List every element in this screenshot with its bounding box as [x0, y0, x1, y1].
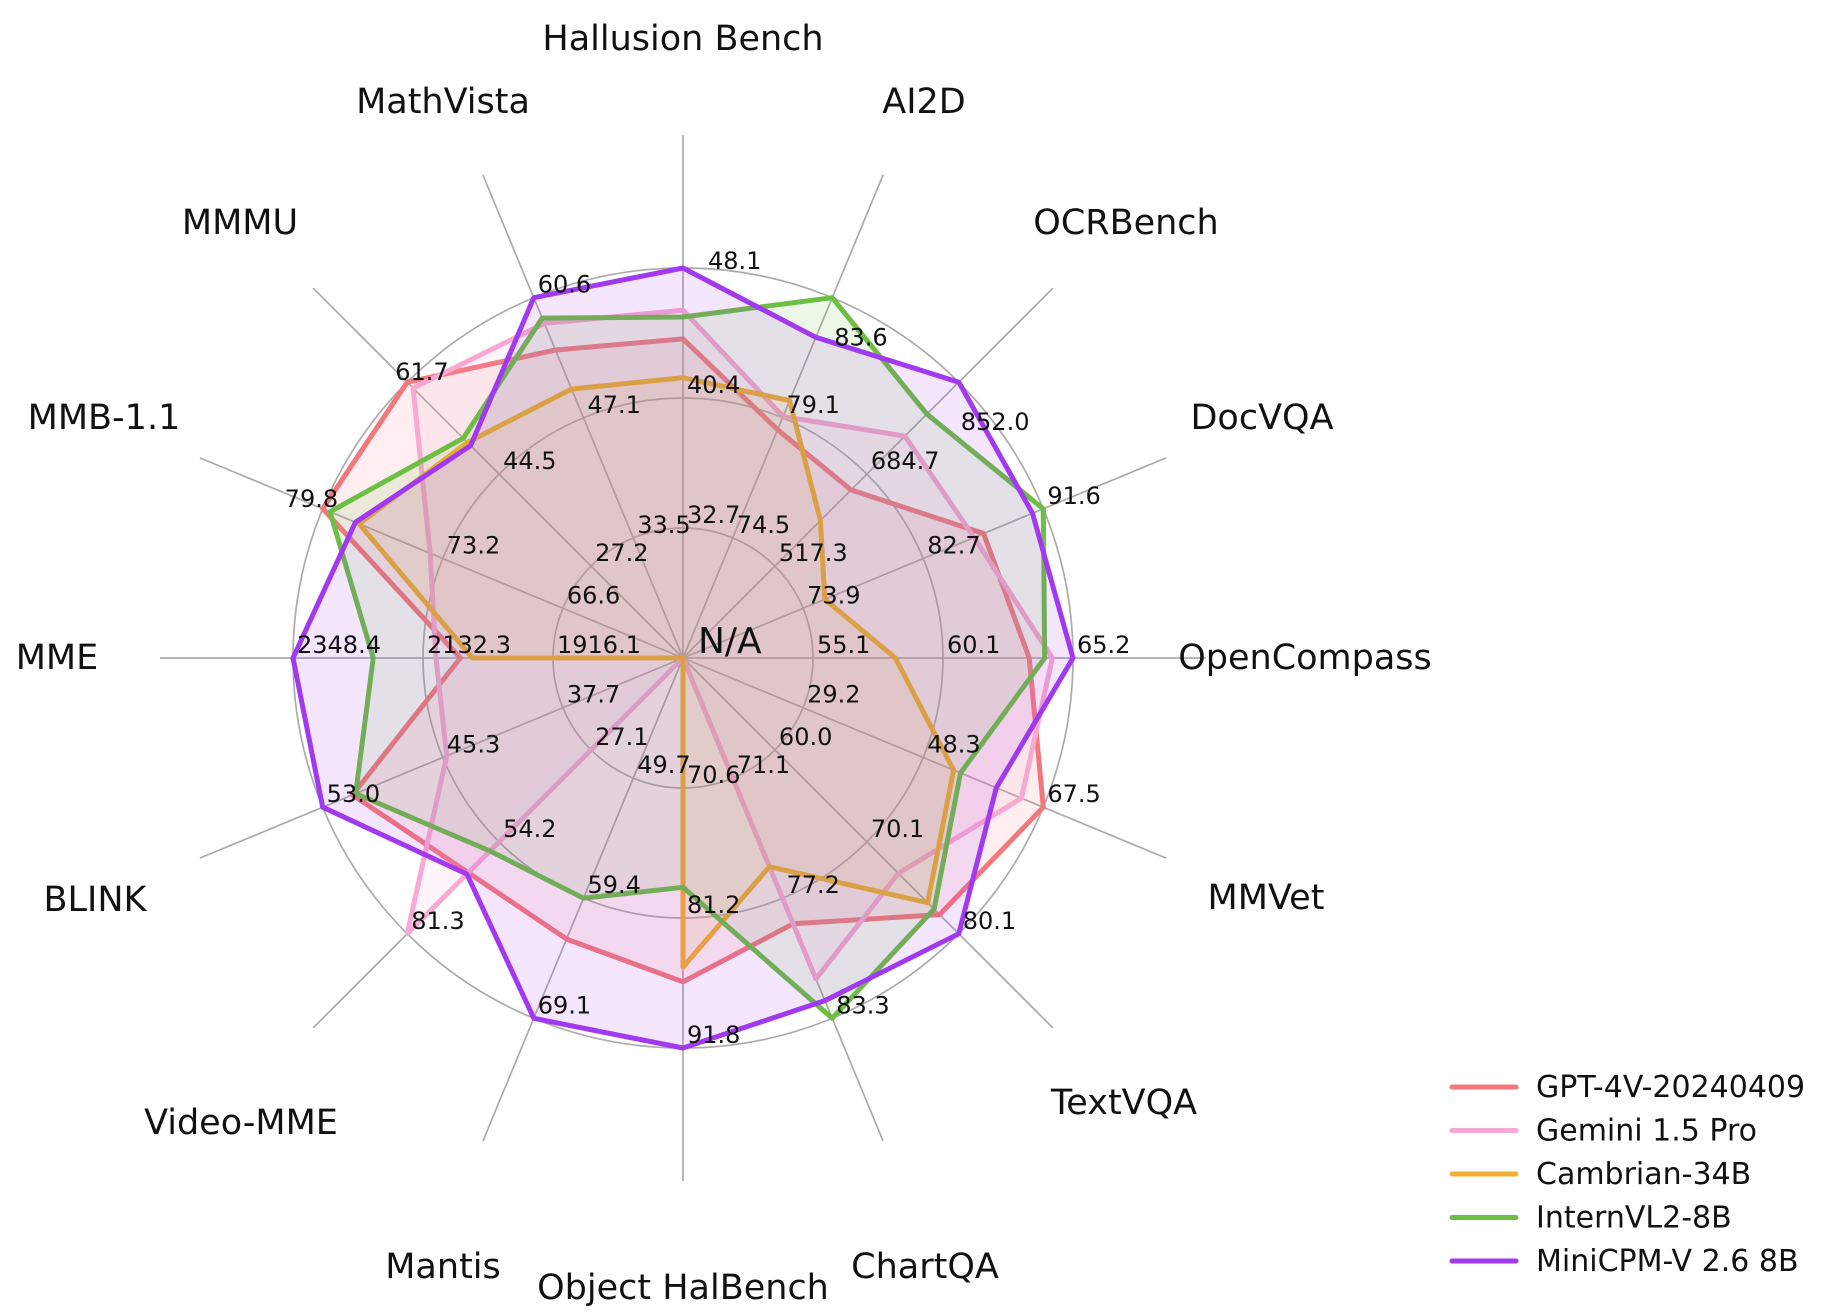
axis-spoke-textvqa — [682, 657, 1054, 1029]
tick-label-hallusion-bench-r3: 48.1 — [708, 247, 761, 275]
center-na-label: N/A — [698, 621, 762, 662]
legend-label-minicpm-v-2-6-8b: MiniCPM-V 2.6 8B — [1536, 1244, 1799, 1279]
tick-label-blink-r3: 53.0 — [327, 780, 380, 808]
tick-label-docvqa-r3: 91.6 — [1047, 482, 1100, 510]
axis-title-mmb-1-1: MMB-1.1 — [28, 398, 181, 438]
axis-spoke-mathvista — [482, 174, 684, 659]
tick-label-mmvet-r2: 48.3 — [927, 730, 980, 758]
tick-label-docvqa-r1: 73.9 — [807, 581, 860, 609]
axis-title-video-mme: Video-MME — [144, 1103, 338, 1143]
tick-label-docvqa-r2: 82.7 — [927, 532, 980, 560]
series-fill-gemini-1-5-pro — [407, 310, 1053, 979]
axis-spoke-mmb-1-1 — [199, 457, 684, 659]
tick-label-object-halbench-r2: 81.2 — [687, 891, 740, 919]
legend-label-gpt-4v-20240409: GPT-4V-20240409 — [1536, 1070, 1805, 1105]
tick-label-mantis-r2: 59.4 — [588, 871, 641, 899]
tick-label-video-mme-r2: 54.2 — [503, 815, 556, 843]
axis-title-mme: MME — [16, 638, 99, 678]
tick-label-mathvista-r2: 47.1 — [588, 391, 641, 419]
axis-title-opencompass: OpenCompass — [1178, 638, 1432, 678]
series-line-gpt-4v-20240409 — [320, 336, 1046, 985]
axis-spoke-mmmu — [312, 287, 684, 659]
axis-title-ai2d: AI2D — [882, 82, 965, 122]
tick-label-mme-r1: 1916.1 — [557, 631, 641, 659]
tick-label-chartqa-r1: 71.1 — [737, 751, 790, 779]
series-fill-cambrian-34b — [359, 377, 954, 968]
tick-label-hallusion-bench-r2: 40.4 — [687, 371, 740, 399]
tick-label-video-mme-r3: 81.3 — [411, 907, 464, 935]
axis-title-textvqa: TextVQA — [1050, 1083, 1197, 1123]
tick-label-mathvista-r1: 33.5 — [637, 511, 690, 539]
axis-title-blink: BLINK — [44, 880, 148, 920]
tick-label-object-halbench-r1: 70.6 — [687, 761, 740, 789]
series-fill-minicpm-v-2-6-8b — [293, 268, 1073, 1048]
tick-label-textvqa-r1: 60.0 — [779, 723, 832, 751]
tick-label-ocrbench-r2: 684.7 — [871, 447, 940, 475]
axis-spoke-ocrbench — [682, 287, 1054, 659]
legend-label-cambrian-34b: Cambrian-34B — [1536, 1157, 1751, 1192]
tick-label-opencompass-r1: 55.1 — [817, 631, 870, 659]
tick-label-chartqa-r2: 77.2 — [786, 871, 839, 899]
tick-label-mmmu-r2: 44.5 — [503, 447, 556, 475]
axis-title-docvqa: DocVQA — [1190, 398, 1333, 438]
tick-label-mmmu-r3: 61.7 — [395, 358, 448, 386]
legend-label-internvl2-8b: InternVL2-8B — [1536, 1201, 1732, 1236]
tick-label-mmvet-r3: 67.5 — [1047, 780, 1100, 808]
series-line-gemini-1-5-pro — [404, 307, 1055, 982]
axis-title-chartqa: ChartQA — [851, 1247, 999, 1287]
tick-label-mme-r3: 2348.4 — [297, 631, 381, 659]
axis-title-mathvista: MathVista — [356, 82, 530, 122]
axis-title-mmvet: MMVet — [1208, 878, 1325, 918]
tick-label-mantis-r1: 49.7 — [637, 751, 690, 779]
tick-label-ai2d-r3: 83.6 — [834, 324, 887, 352]
tick-label-textvqa-r3: 80.1 — [963, 907, 1016, 935]
tick-label-ai2d-r2: 79.1 — [786, 391, 839, 419]
tick-label-mmb-1-1-r1: 66.6 — [567, 581, 620, 609]
tick-label-mmb-1-1-r3: 79.8 — [285, 485, 338, 513]
tick-label-hallusion-bench-r1: 32.7 — [687, 501, 740, 529]
series-line-internvl2-8b — [327, 295, 1048, 1021]
tick-label-blink-r1: 37.7 — [567, 681, 620, 709]
tick-label-ocrbench-r3: 852.0 — [961, 408, 1030, 436]
tick-label-ai2d-r1: 74.5 — [737, 511, 790, 539]
tick-label-mantis-r3: 69.1 — [538, 991, 591, 1019]
tick-label-opencompass-r2: 60.1 — [947, 631, 1000, 659]
tick-label-textvqa-r2: 70.1 — [871, 815, 924, 843]
series-line-minicpm-v-2-6-8b — [290, 265, 1076, 1051]
axis-spoke-mmvet — [682, 657, 1167, 859]
legend-label-gemini-1-5-pro: Gemini 1.5 Pro — [1536, 1114, 1757, 1149]
tick-label-mme-r2: 2132.3 — [427, 631, 511, 659]
axis-spoke-blink — [199, 657, 684, 859]
tick-label-video-mme-r1: 27.1 — [595, 723, 648, 751]
tick-label-ocrbench-r1: 517.3 — [779, 539, 848, 567]
tick-label-object-halbench-r3: 91.8 — [687, 1021, 740, 1049]
tick-label-mathvista-r3: 60.6 — [538, 271, 591, 299]
axis-title-ocrbench: OCRBench — [1033, 203, 1218, 243]
tick-label-blink-r2: 45.3 — [447, 730, 500, 758]
axis-title-object-halbench: Object HalBench — [537, 1268, 829, 1308]
tick-label-opencompass-r3: 65.2 — [1077, 631, 1130, 659]
tick-label-chartqa-r3: 83.3 — [836, 991, 889, 1019]
tick-label-mmmu-r1: 27.2 — [595, 539, 648, 567]
tick-label-mmvet-r1: 29.2 — [807, 681, 860, 709]
axis-title-mmmu: MMMU — [182, 203, 298, 243]
series-fill-internvl2-8b — [330, 297, 1045, 1019]
axis-title-hallusion-bench: Hallusion Bench — [542, 19, 823, 59]
tick-label-mmb-1-1-r2: 73.2 — [447, 532, 500, 560]
axis-spoke-docvqa — [682, 457, 1167, 659]
axis-title-mantis: Mantis — [385, 1247, 501, 1287]
